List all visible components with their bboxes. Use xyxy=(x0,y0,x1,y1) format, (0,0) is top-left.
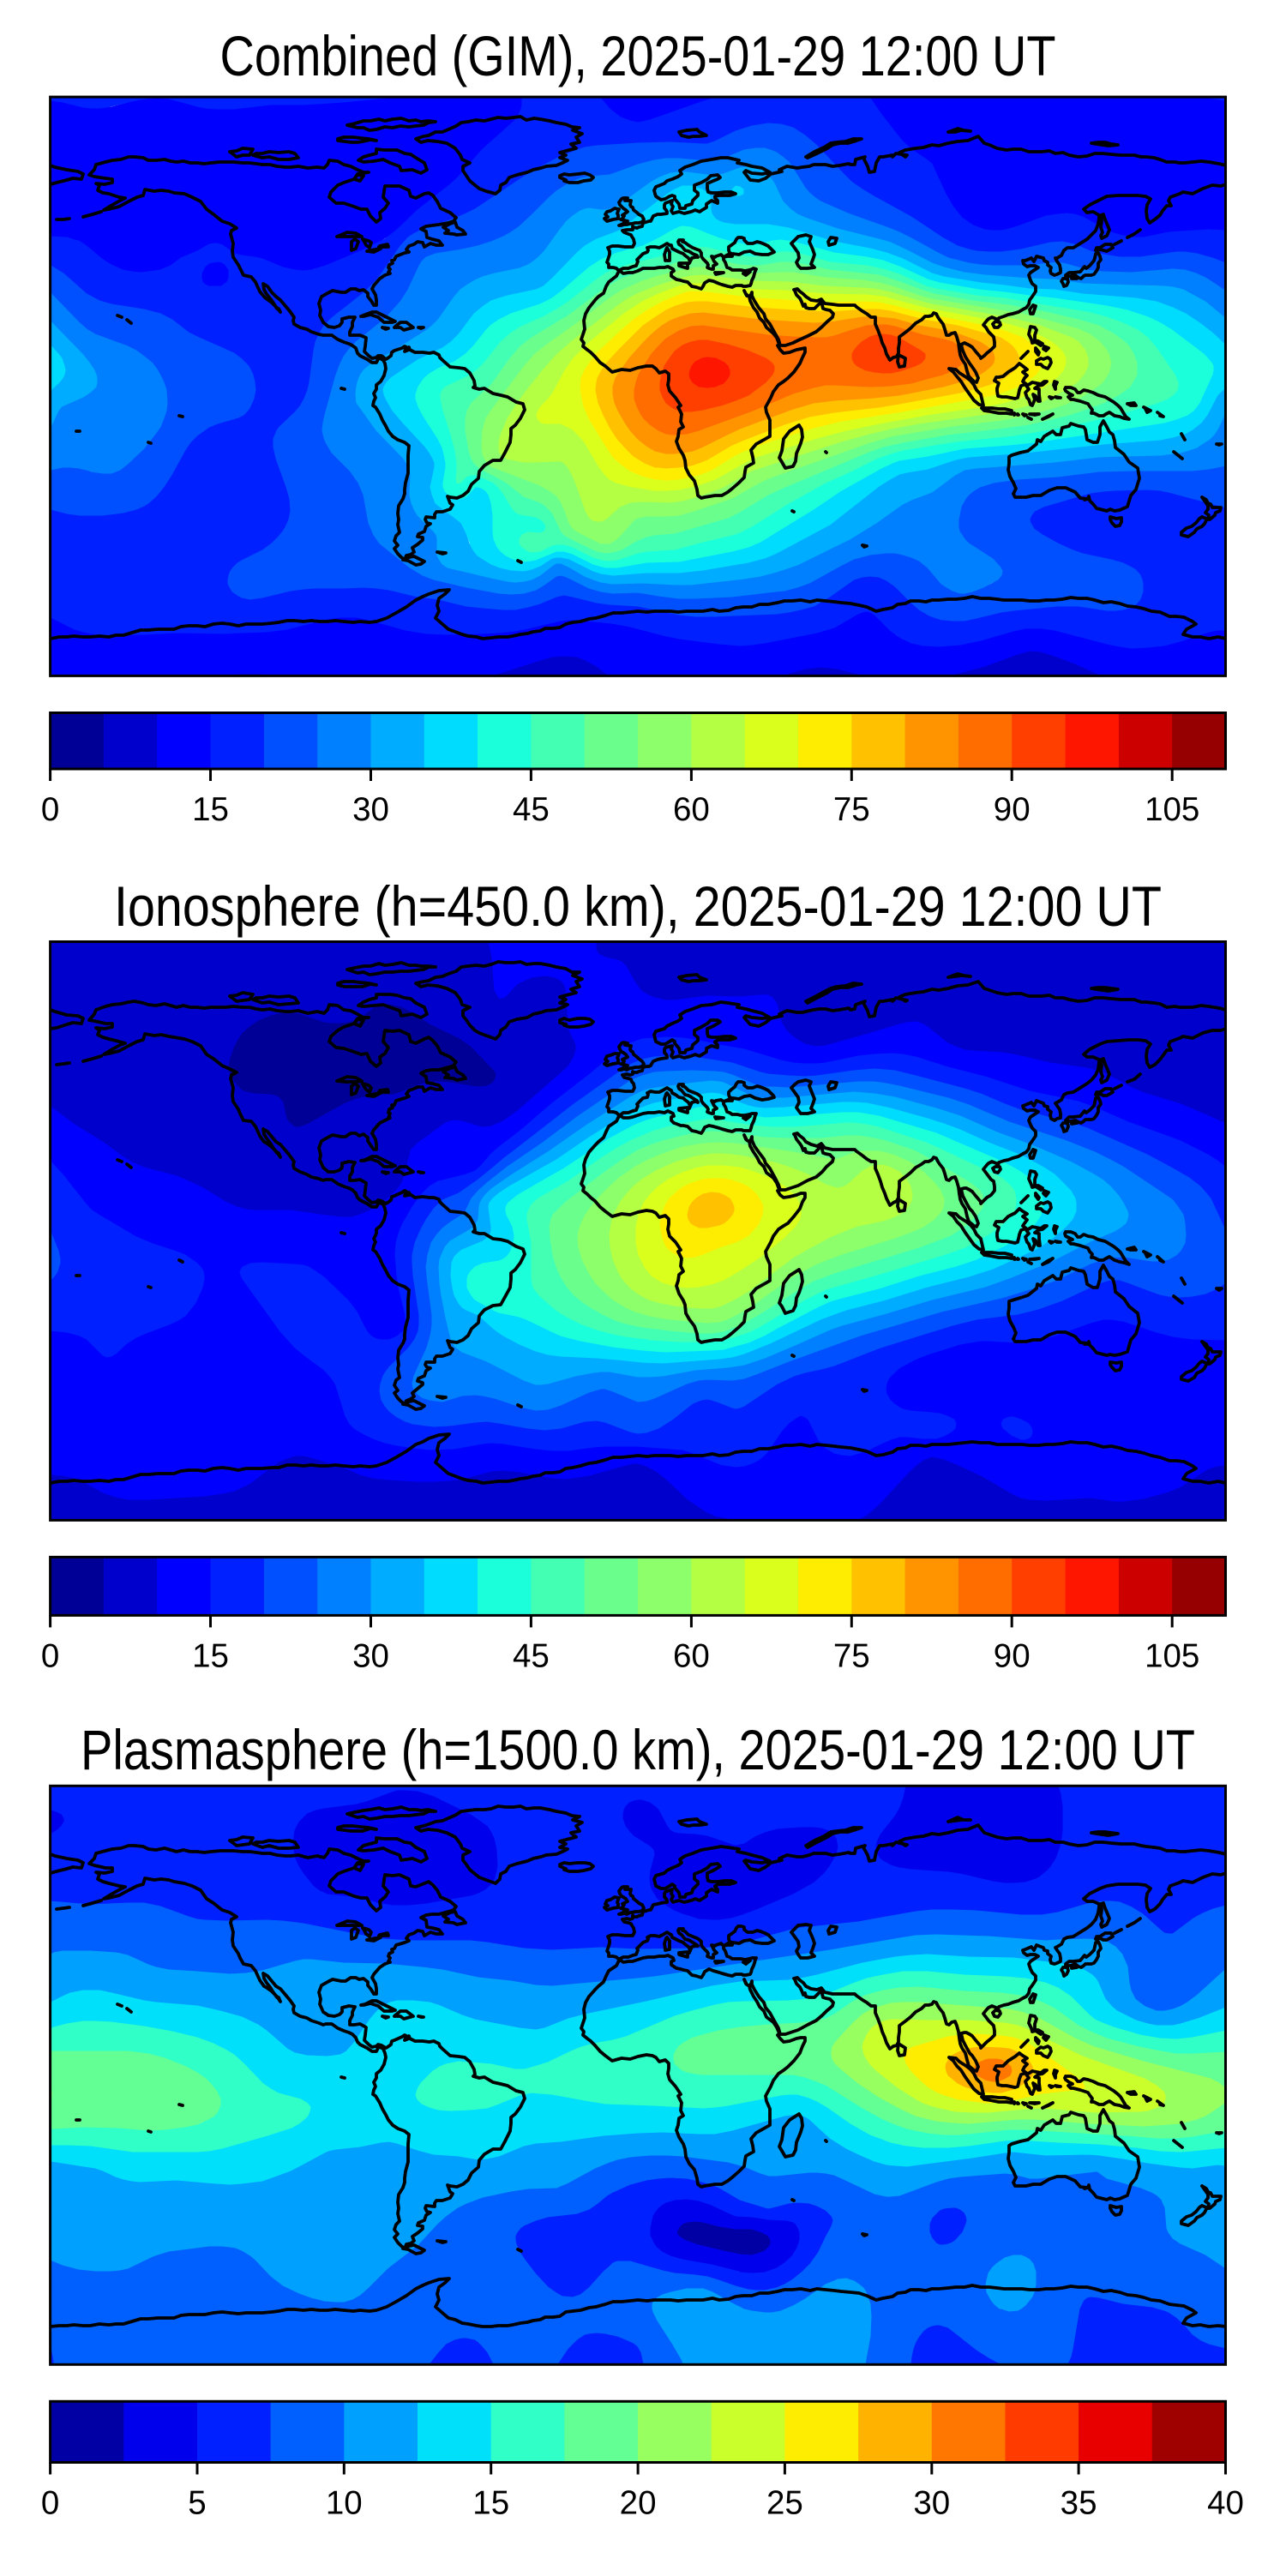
svg-text:45: 45 xyxy=(513,791,550,828)
svg-text:60: 60 xyxy=(673,1637,710,1674)
svg-text:30: 30 xyxy=(352,1637,389,1674)
svg-text:0: 0 xyxy=(41,1637,59,1674)
svg-text:105: 105 xyxy=(1145,791,1199,828)
svg-text:Ionosphere (h=450.0 km), 2025: Ionosphere (h=450.0 km), 2025-01-29 12:0… xyxy=(114,874,1162,938)
svg-text:35: 35 xyxy=(1061,2485,1097,2522)
svg-text:20: 20 xyxy=(620,2485,657,2522)
svg-text:40: 40 xyxy=(1207,2485,1244,2522)
svg-text:75: 75 xyxy=(833,791,870,828)
svg-text:15: 15 xyxy=(192,1637,229,1674)
svg-text:30: 30 xyxy=(352,791,389,828)
svg-text:45: 45 xyxy=(513,1637,550,1674)
svg-text:0: 0 xyxy=(41,791,59,828)
svg-text:60: 60 xyxy=(673,791,710,828)
svg-text:0: 0 xyxy=(41,2485,59,2522)
svg-text:10: 10 xyxy=(326,2485,363,2522)
svg-text:75: 75 xyxy=(833,1637,870,1674)
svg-text:Plasmasphere (h=1500.0 km), 20: Plasmasphere (h=1500.0 km), 2025-01-29 1… xyxy=(81,1718,1195,1781)
svg-text:90: 90 xyxy=(994,1637,1031,1674)
svg-text:25: 25 xyxy=(766,2485,803,2522)
svg-text:Combined (GIM), 2025-01-29 12:: Combined (GIM), 2025-01-29 12:00 UT xyxy=(220,24,1056,87)
svg-text:15: 15 xyxy=(472,2485,509,2522)
svg-text:105: 105 xyxy=(1145,1637,1199,1674)
svg-text:90: 90 xyxy=(994,791,1031,828)
svg-text:30: 30 xyxy=(913,2485,950,2522)
svg-text:5: 5 xyxy=(188,2485,206,2522)
svg-text:15: 15 xyxy=(192,791,229,828)
